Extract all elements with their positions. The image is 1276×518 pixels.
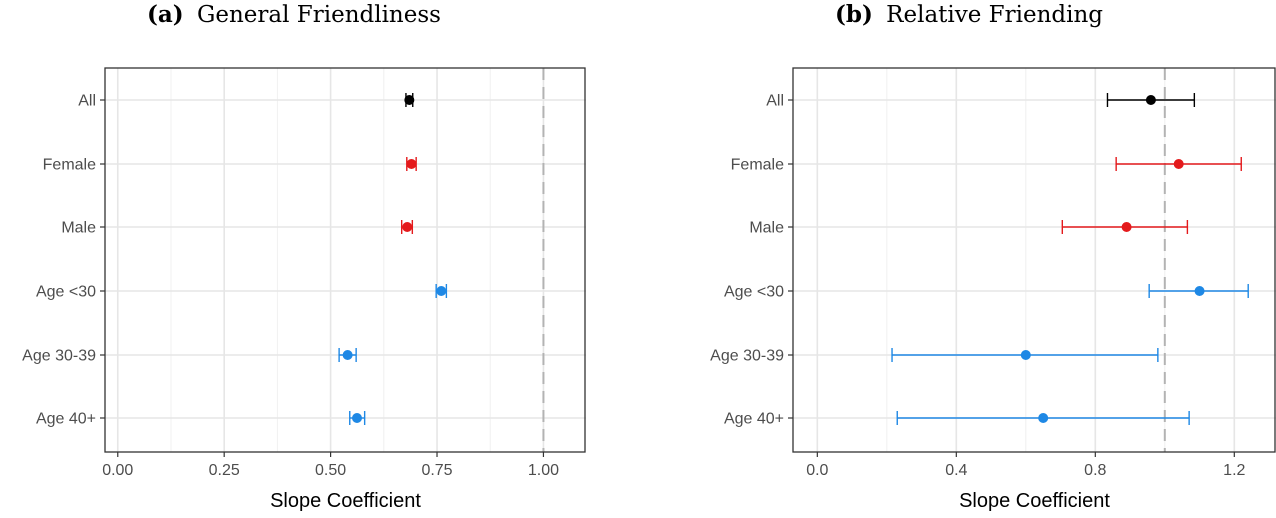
panel-a-title: (a) General Friendliness <box>147 1 441 28</box>
panel-b-plot: All Female Male Age <30 Age 30-39 Age 40+ 0.0 0… <box>710 67 1276 512</box>
panel-a-ytick-label: Age 30-39 <box>22 348 96 365</box>
panel-a-ytick-label: Male <box>61 220 96 237</box>
panel-b-xtick-label: 0.8 <box>1084 462 1106 479</box>
panel-b-title-text: Relative Friending <box>886 2 1103 28</box>
panel-b-point <box>1173 159 1184 169</box>
panel-a-xtick-label: 0.75 <box>421 462 452 479</box>
panel-b-point <box>1121 222 1132 232</box>
panel-b-border <box>792 67 1276 453</box>
panel-a-plot: All Female Male Age <30 Age 30-39 Age 40+ 0.00… <box>22 67 586 512</box>
panel-b-point <box>1038 413 1049 423</box>
panel-b-xlabel: Slope Coefficient <box>959 490 1110 512</box>
panel-a-ytick-label: All <box>78 93 96 110</box>
panel-b-background <box>793 68 1276 452</box>
panel-a-point <box>406 159 417 169</box>
panel-b-title: (b) Relative Friending <box>835 1 1103 28</box>
panel-b-ytick-label: Age <30 <box>724 284 784 301</box>
panel-a-point <box>402 222 413 232</box>
panel-a-xtick-label: 0.50 <box>315 462 346 479</box>
panel-b-point <box>1020 350 1031 360</box>
panel-b-ytick-label: Age 30-39 <box>710 348 784 365</box>
panel-a-point <box>342 350 353 360</box>
panel-a-title-text: General Friendliness <box>197 2 441 28</box>
panel-a-xtick-label: 0.25 <box>209 462 240 479</box>
panel-a-point <box>436 286 447 296</box>
panel-a-label: (a) <box>147 1 184 28</box>
panel-b-xtick-label: 1.2 <box>1223 462 1245 479</box>
panel-b-label: (b) <box>835 1 873 28</box>
panel-a-xlabel: Slope Coefficient <box>270 490 421 512</box>
panel-b-ytick-label: Age 40+ <box>724 411 784 428</box>
panel-b-xtick-label: 0.0 <box>806 462 828 479</box>
panel-b-xtick-label: 0.4 <box>945 462 967 479</box>
panel-b-point <box>1194 286 1205 296</box>
panel-a-xtick-label: 0.00 <box>102 462 133 479</box>
panel-b-ytick-label: Female <box>731 157 784 174</box>
panel-a-xtick-label: 1.00 <box>528 462 559 479</box>
panel-a-ytick-label: Age <30 <box>36 284 96 301</box>
panel-a-point <box>404 95 415 105</box>
panel-a-ytick-label: Female <box>43 157 96 174</box>
panel-a-ytick-label: Age 40+ <box>36 411 96 428</box>
panel-a-point <box>351 413 362 423</box>
panel-a-background <box>105 68 586 452</box>
panel-a-border <box>104 67 586 453</box>
panel-b-point <box>1145 95 1156 105</box>
panel-b-ytick-label: Male <box>749 220 784 237</box>
panel-b-ytick-label: All <box>766 93 784 110</box>
